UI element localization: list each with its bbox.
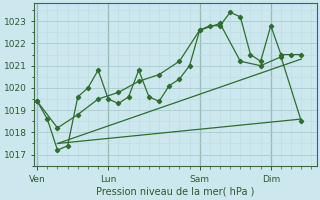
X-axis label: Pression niveau de la mer( hPa ): Pression niveau de la mer( hPa ) — [96, 187, 254, 197]
